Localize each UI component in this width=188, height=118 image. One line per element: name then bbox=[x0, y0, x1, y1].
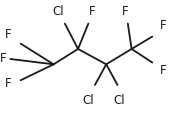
Text: F: F bbox=[160, 64, 167, 77]
Text: Cl: Cl bbox=[52, 5, 64, 18]
Text: Cl: Cl bbox=[83, 94, 94, 107]
Text: F: F bbox=[89, 5, 96, 18]
Text: F: F bbox=[122, 5, 128, 18]
Text: F: F bbox=[5, 28, 12, 41]
Text: Cl: Cl bbox=[114, 94, 125, 107]
Text: F: F bbox=[0, 53, 6, 65]
Text: F: F bbox=[160, 19, 167, 32]
Text: F: F bbox=[5, 77, 12, 90]
